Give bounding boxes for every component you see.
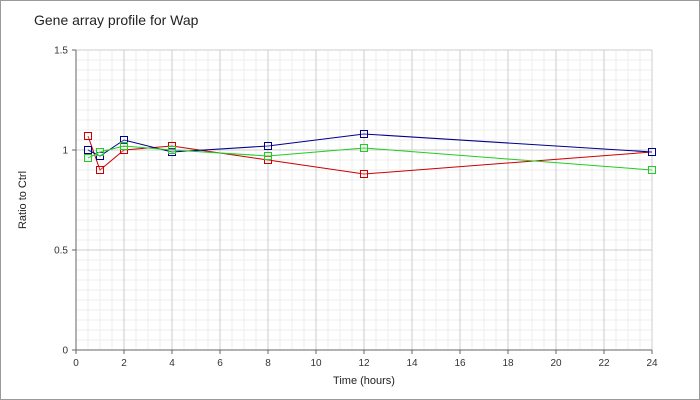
y-tick-label: 1 [62,146,68,157]
x-tick-label: 4 [169,358,175,369]
x-tick-label: 0 [73,358,79,369]
x-tick-label: 24 [646,358,658,369]
x-tick-label: 20 [550,358,562,369]
x-axis-ticks: 0 2 4 6 8 10 12 14 16 18 20 22 24 [73,350,658,369]
y-tick-label: 1.5 [54,46,68,57]
data-point-marker [120,142,128,150]
x-tick-label: 16 [454,358,466,369]
y-tick-label: 0.5 [54,246,68,257]
x-axis-label: Time (hours) [333,375,395,387]
data-point-marker [264,152,272,160]
series-3 [84,142,656,174]
data-point-marker [84,154,92,162]
x-tick-label: 12 [358,358,370,369]
x-tick-label: 2 [121,358,127,369]
data-point-marker [96,148,104,156]
x-tick-label: 6 [217,358,223,369]
data-point-marker [96,166,104,174]
x-tick-label: 10 [310,358,322,369]
series-line [87,145,653,171]
data-point-marker [264,142,272,150]
data-point-marker [120,136,128,144]
data-series [84,130,656,178]
x-tick-label: 14 [406,358,418,369]
data-point-marker [168,146,176,154]
data-point-marker [84,132,92,140]
y-axis-label: Ratio to Ctrl [17,171,29,229]
x-tick-label: 8 [265,358,271,369]
chart-title: Gene array profile for Wap [34,12,199,28]
data-point-marker [648,166,656,174]
data-point-marker [360,170,368,178]
x-tick-label: 18 [502,358,514,369]
y-axis-ticks: 0 0.5 1 1.5 [54,46,76,357]
data-point-marker [648,148,656,156]
data-point-marker [360,130,368,138]
data-point-marker [84,146,92,154]
x-tick-label: 22 [598,358,610,369]
data-point-marker [360,144,368,152]
y-tick-label: 0 [62,346,68,357]
